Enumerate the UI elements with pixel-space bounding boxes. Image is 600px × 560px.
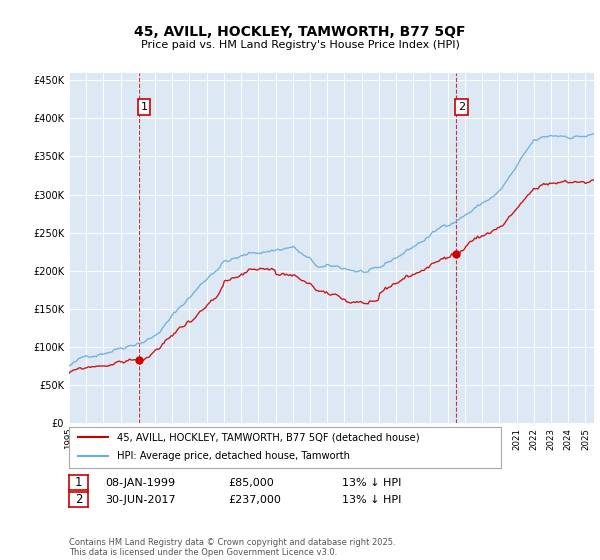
Text: 13% ↓ HPI: 13% ↓ HPI (342, 494, 401, 505)
Text: £237,000: £237,000 (228, 494, 281, 505)
Text: 2: 2 (75, 493, 82, 506)
Text: 2: 2 (458, 102, 465, 112)
Text: HPI: Average price, detached house, Tamworth: HPI: Average price, detached house, Tamw… (116, 451, 350, 461)
Text: 30-JUN-2017: 30-JUN-2017 (105, 494, 176, 505)
Text: 45, AVILL, HOCKLEY, TAMWORTH, B77 5QF (detached house): 45, AVILL, HOCKLEY, TAMWORTH, B77 5QF (d… (116, 432, 419, 442)
Text: Contains HM Land Registry data © Crown copyright and database right 2025.
This d: Contains HM Land Registry data © Crown c… (69, 538, 395, 557)
Text: £85,000: £85,000 (228, 478, 274, 488)
Text: 08-JAN-1999: 08-JAN-1999 (105, 478, 175, 488)
Text: 1: 1 (75, 476, 82, 489)
Text: 45, AVILL, HOCKLEY, TAMWORTH, B77 5QF: 45, AVILL, HOCKLEY, TAMWORTH, B77 5QF (134, 25, 466, 39)
Text: Price paid vs. HM Land Registry's House Price Index (HPI): Price paid vs. HM Land Registry's House … (140, 40, 460, 50)
Text: 13% ↓ HPI: 13% ↓ HPI (342, 478, 401, 488)
Text: 1: 1 (140, 102, 148, 112)
